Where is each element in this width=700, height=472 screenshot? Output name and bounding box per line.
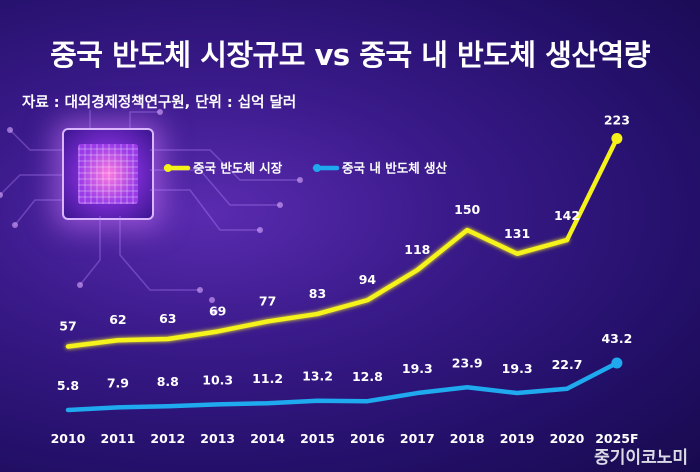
circuit-node — [197, 287, 203, 293]
market-value-label: 62 — [109, 312, 126, 327]
chart-title: 중국 반도체 시장규모 vs 중국 내 반도체 생산역량 — [50, 38, 650, 72]
production-value-label: 10.3 — [202, 372, 233, 387]
circuit-node — [212, 309, 218, 315]
production-value-label: 11.2 — [252, 371, 283, 386]
production-line — [65, 385, 570, 413]
chip-core — [78, 144, 138, 204]
x-tick-label: 2013 — [200, 431, 235, 446]
legend-label: 중국 반도체 시장 — [193, 161, 283, 176]
production-line-segment — [564, 360, 620, 392]
x-tick-label: 2020 — [550, 431, 585, 446]
circuit-node — [77, 282, 83, 288]
circuit-trace — [14, 199, 62, 226]
circuit-node — [297, 177, 303, 183]
legend-label: 중국 내 반도체 생산 — [342, 161, 448, 176]
production-value-label: 19.3 — [402, 361, 433, 376]
chip-illustration — [62, 128, 154, 220]
market-value-label: 63 — [159, 311, 176, 326]
circuit-trace — [79, 216, 101, 286]
legend-marker — [164, 164, 172, 172]
circuit-trace — [150, 149, 300, 181]
circuit-node — [157, 109, 163, 115]
production-value-label: 5.8 — [57, 378, 79, 393]
production-value-label: 19.3 — [502, 361, 533, 376]
circuit-trace — [150, 189, 260, 231]
market-value-label: 131 — [504, 226, 530, 241]
market-value-label: 223 — [604, 113, 630, 128]
production-value-label: 12.8 — [352, 369, 383, 384]
production-marker — [611, 357, 623, 369]
circuit-node — [277, 202, 283, 208]
market-value-label: 77 — [259, 293, 276, 308]
x-tick-label: 2017 — [400, 431, 435, 446]
market-value-label: 118 — [404, 242, 430, 257]
market-value-label: 69 — [209, 303, 226, 318]
market-value-label: 150 — [454, 202, 480, 217]
circuit-trace — [9, 129, 62, 151]
x-tick-label: 2011 — [101, 431, 136, 446]
market-value-label: 94 — [359, 272, 377, 287]
watermark: 중기이코노미 — [594, 448, 688, 468]
production-value-label: 43.2 — [601, 331, 632, 346]
market-line-segment — [564, 136, 620, 243]
x-tick-label: 2016 — [350, 431, 385, 446]
circuit-node — [209, 297, 215, 303]
circuit-node — [0, 192, 3, 198]
legend-marker — [313, 164, 321, 172]
circuit-node — [12, 222, 18, 228]
production-value-label: 8.8 — [157, 374, 179, 389]
circuit-trace — [129, 111, 160, 128]
production-value-label: 7.9 — [107, 375, 129, 390]
circuit-trace — [119, 216, 200, 291]
legend: 중국 반도체 시장 중국 내 반도체 생산 — [163, 161, 448, 176]
market-line — [65, 227, 570, 349]
x-tick-label: 2010 — [51, 431, 86, 446]
circuit-decoration — [0, 109, 303, 315]
circuit-node — [7, 127, 13, 133]
source-note: 자료 : 대외경제정책연구원, 단위 : 십억 달러 — [22, 95, 297, 111]
x-tick-label: 2025F — [595, 431, 638, 446]
x-tick-label: 2015 — [300, 431, 335, 446]
market-marker — [611, 133, 623, 144]
x-tick-label: 2018 — [450, 431, 485, 446]
x-tick-label: 2012 — [150, 431, 185, 446]
x-tick-label: 2019 — [500, 431, 535, 446]
market-value-label: 57 — [59, 319, 76, 334]
circuit-trace — [0, 174, 62, 196]
production-value-label: 23.9 — [452, 355, 483, 370]
circuit-node — [257, 227, 263, 233]
market-value-label: 142 — [554, 208, 580, 223]
production-value-label: 13.2 — [302, 369, 333, 384]
market-value-label: 83 — [309, 286, 326, 301]
production-value-label: 22.7 — [552, 357, 583, 372]
x-axis: 2010 2011 2012 2013 2014 2015 2016 2017 2018 2019… — [51, 431, 639, 446]
x-tick-label: 2014 — [250, 431, 285, 446]
